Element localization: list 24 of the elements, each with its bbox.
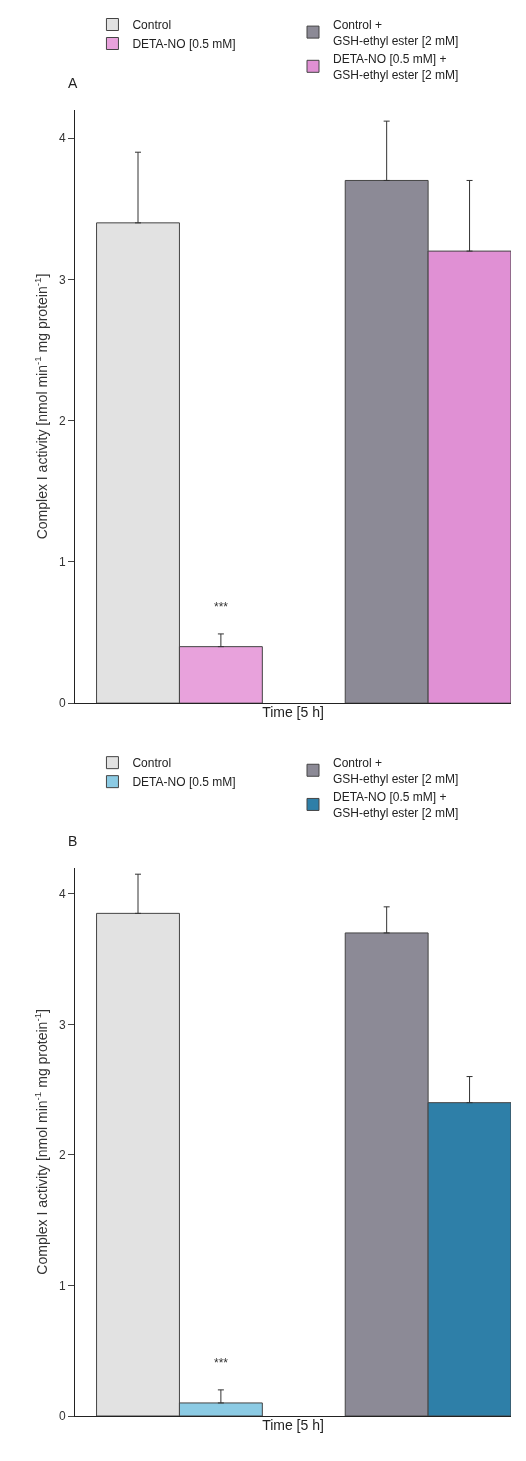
legend-label: Control + GSH-ethyl ester [2 mM] xyxy=(333,17,459,48)
x-axis-title: Time [5 h] xyxy=(262,1417,324,1434)
annotation: *** xyxy=(214,600,229,614)
y-tick-label: 2 xyxy=(58,1148,66,1163)
x-axis-title: Time [5 h] xyxy=(262,704,324,721)
chart-title: A xyxy=(68,75,78,91)
y-tick-label: 1 xyxy=(58,1278,66,1293)
legend-label: Control xyxy=(132,18,172,33)
legend-label: DETA-NO [0.5 mM] xyxy=(132,37,236,52)
y-tick-label: 3 xyxy=(58,1017,66,1032)
legend-label: Control + GSH-ethyl ester [2 mM] xyxy=(333,756,459,786)
y-tick-label: 4 xyxy=(58,131,66,146)
legend-label: Control xyxy=(132,756,172,771)
y-tick-label: 2 xyxy=(58,413,66,428)
legend-label: DETA-NO [0.5 mM] xyxy=(132,775,236,790)
annotation: *** xyxy=(214,1356,229,1370)
y-tick-label: 0 xyxy=(58,1409,66,1424)
chart-title: B xyxy=(68,833,78,849)
legend-label: DETA-NO [0.5 mM] + GSH-ethyl ester [2 mM] xyxy=(333,790,459,820)
y-tick-label: 0 xyxy=(58,696,66,711)
legend-label: DETA-NO [0.5 mM] + GSH-ethyl ester [2 mM] xyxy=(333,52,459,82)
y-tick-label: 4 xyxy=(58,886,66,901)
y-tick-label: 1 xyxy=(58,555,66,570)
y-tick-label: 3 xyxy=(58,272,66,287)
